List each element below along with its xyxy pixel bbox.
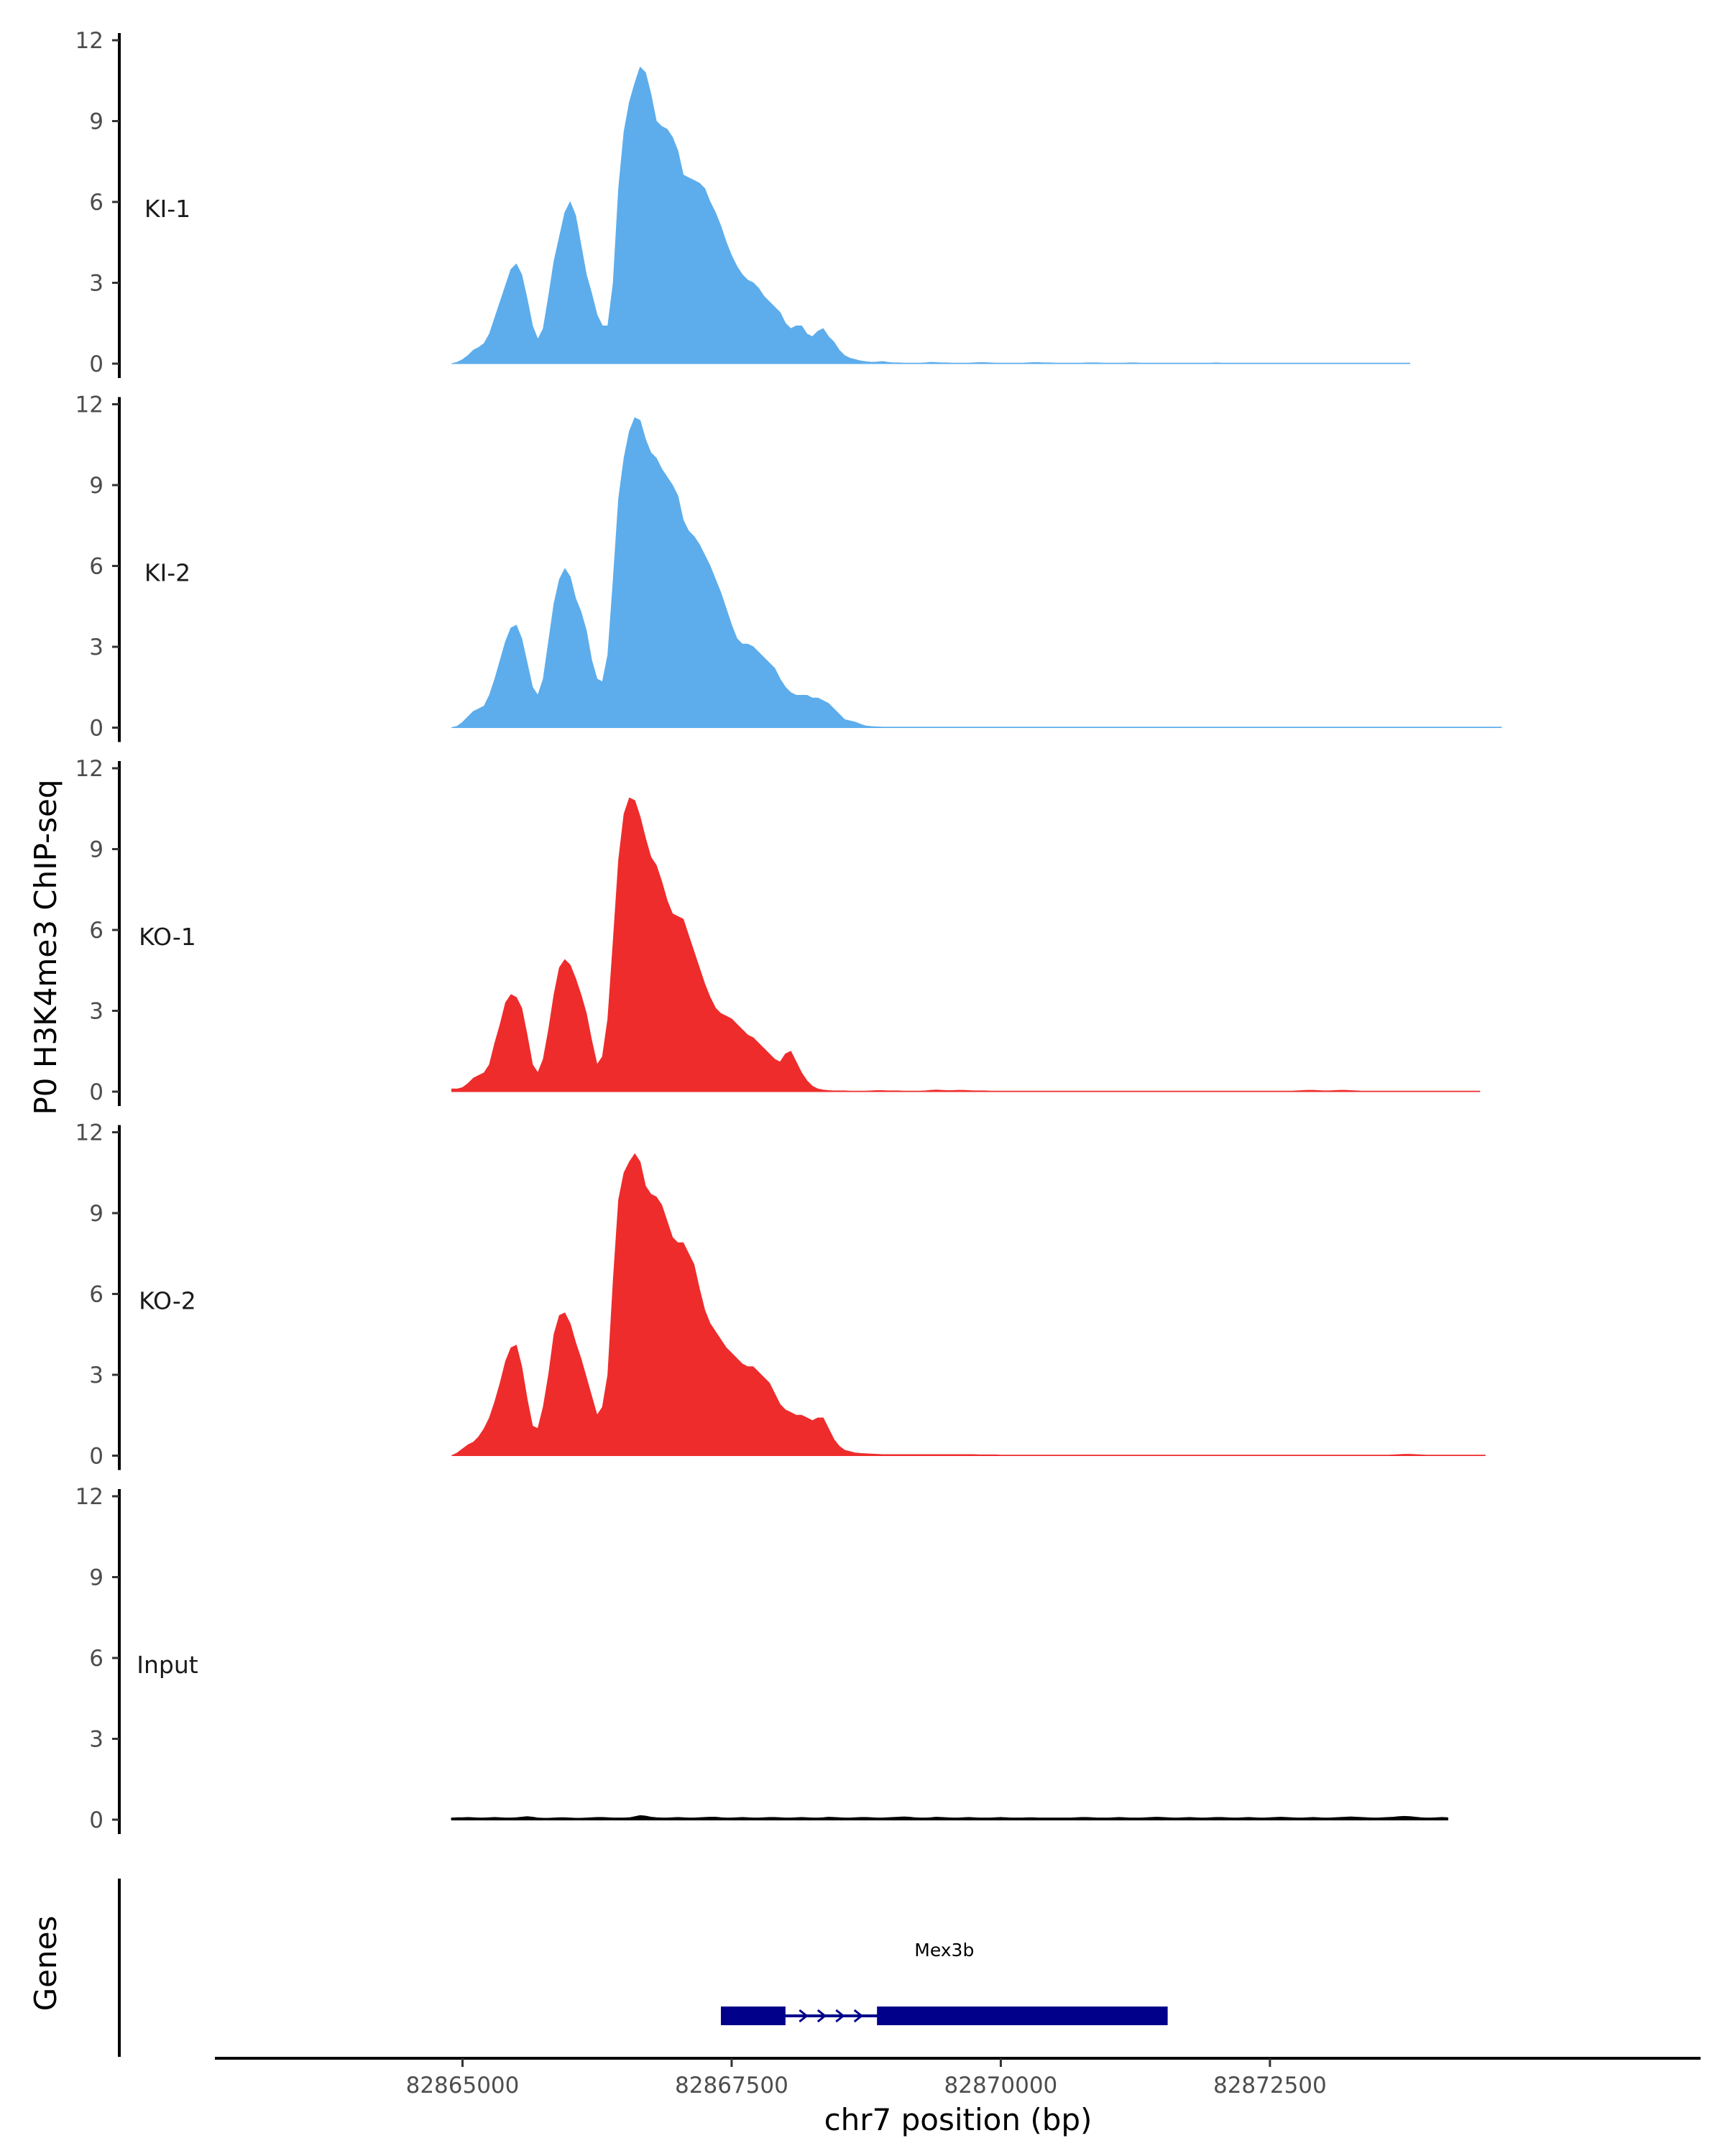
y-tick-label-ki-2-0: 0 [89,716,104,742]
track-ko-1: 0 3 6 9 12 KO-1 [75,756,1481,1106]
y-tick-label-ki-2-6: 6 [89,554,104,580]
strand-arrow-3 [835,2009,845,2023]
track-ko-2: 0 3 6 9 12 KO-2 [75,1120,1486,1470]
coverage-area-input [451,1815,1448,1820]
y-tick-label-ko-2-12: 12 [75,1120,104,1146]
gene-exon-1 [720,2007,786,2025]
y-tick-label-ki-2-3: 3 [89,635,104,660]
y-tick-label-ki-1-6: 6 [89,190,104,216]
y-tick-label-ki-2-12: 12 [75,392,104,418]
x-tick-label-82865000: 82865000 [406,2073,520,2099]
track-label-ki-1: KI-1 [144,195,190,223]
y-tick-label-ko-1-9: 9 [89,837,104,863]
x-tick-label-82872500: 82872500 [1213,2073,1327,2099]
strand-arrow-2 [816,2009,827,2023]
y-tick-label-ki-1-9: 9 [89,109,104,135]
y-tick-label-ko-2-0: 0 [89,1444,104,1470]
y-tick-label-input-9: 9 [89,1565,104,1591]
gene-model [720,2007,1168,2025]
track-label-ko-2: KO-2 [139,1287,196,1315]
y-tick-label-ko-1-12: 12 [75,756,104,782]
y-tick-label-ko-1-3: 3 [89,999,104,1025]
x-axis: 82865000 82867500 82870000 82872500 chr7 po… [215,2057,1701,2137]
track-ki-2: 0 3 6 9 12 KI-2 [75,392,1502,742]
y-tick-label-ki-1-0: 0 [89,351,104,377]
strand-arrow-1 [799,2009,809,2023]
y-tick-label-ki-2-9: 9 [89,473,104,499]
track-ki-1: 0 3 6 9 12 KI-1 [75,28,1411,378]
gene-label: Mex3b [914,1940,974,1961]
y-tick-label-ko-2-9: 9 [89,1201,104,1227]
y-tick-label-ki-1-3: 3 [89,271,104,297]
y-tick-label-input-12: 12 [75,1484,104,1510]
gene-exon-2 [877,2007,1168,2025]
track-label-ko-1: KO-1 [139,923,196,951]
coverage-area-ko-2 [451,1153,1486,1456]
gene-annotation-panel: Genes Mex3b [28,1879,1168,2057]
x-axis-title: chr7 position (bp) [824,2102,1092,2137]
x-tick-label-82867500: 82867500 [675,2073,788,2099]
x-axis-ticks: 82865000 82867500 82870000 82872500 [406,2058,1327,2099]
track-label-ki-2: KI-2 [144,559,190,587]
coverage-area-ki-2 [451,417,1502,728]
y-axis-title: P0 H3K4me3 ChIP-seq [28,779,63,1115]
coverage-area-ki-1 [451,67,1411,364]
track-label-input: Input [137,1651,198,1679]
y-tick-label-ko-1-6: 6 [89,918,104,944]
coverage-area-ko-1 [451,797,1481,1092]
y-tick-label-input-6: 6 [89,1646,104,1672]
genes-panel-title: Genes [28,1916,63,2012]
y-tick-label-ko-2-3: 3 [89,1363,104,1388]
strand-arrow-4 [853,2009,864,2023]
y-tick-label-input-0: 0 [89,1807,104,1833]
x-tick-label-82870000: 82870000 [944,2073,1058,2099]
y-tick-label-ko-2-6: 6 [89,1282,104,1308]
coverage-tracks: 0 3 6 9 12 KI-1 0 3 6 9 12 KI-2 0 3 6 9 12 KO-1 0 3 6 9 12 KO-2… [75,28,1502,1834]
track-input: 0 3 6 9 12 Input [75,1484,1448,1834]
y-tick-label-ko-1-0: 0 [89,1079,104,1105]
y-tick-label-ki-1-12: 12 [75,28,104,54]
y-tick-label-input-3: 3 [89,1727,104,1753]
